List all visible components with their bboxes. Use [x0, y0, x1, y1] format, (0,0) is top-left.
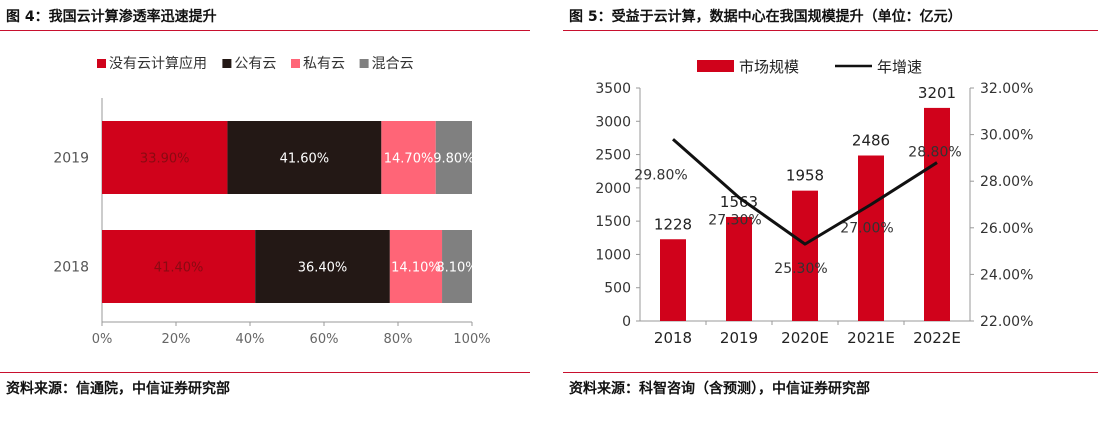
- bar-segment: [381, 121, 436, 194]
- bar-segment: [435, 121, 472, 194]
- bar: [792, 190, 818, 321]
- penetration-chart: 没有云计算应用 公有云 私有云 混合云 0% 20% 40% 60% 80% 100% 2019 33…: [53, 55, 490, 347]
- y-right-tick-label: 22.00%: [980, 314, 1033, 330]
- data-label: 14.70%: [384, 152, 434, 167]
- legend-item: 年增速: [835, 58, 922, 76]
- legend-swatch: [291, 59, 300, 68]
- figure-5-panel: 图 5：受益于云计算，数据中心在我国规模提升（单位：亿元） 市场规模 年增速 0 50…: [563, 0, 1103, 433]
- legend-item: 公有云: [222, 56, 276, 72]
- title-rule: [0, 30, 530, 31]
- y-right-tick-label: 32.00%: [980, 81, 1033, 97]
- y-left-tick-label: 3500: [595, 81, 631, 97]
- data-label: 33.90%: [140, 152, 190, 167]
- bar-value-label: 1563: [720, 193, 758, 211]
- y-left-tick-label: 500: [604, 281, 631, 297]
- bar-value-label: 1958: [786, 167, 824, 185]
- x-tick-label: 20%: [162, 332, 191, 347]
- line-value-label: 25.30%: [774, 261, 827, 277]
- y-category-label: 2019: [53, 151, 89, 167]
- source-rule: [0, 372, 530, 373]
- legend-item: 混合云: [359, 56, 414, 72]
- legend-swatch: [359, 59, 369, 68]
- bar-value-label: 3201: [918, 84, 956, 102]
- data-label: 8.10%: [436, 261, 477, 276]
- x-tick-label: 80%: [384, 332, 413, 347]
- title-rule: [563, 30, 1098, 31]
- data-label: 36.40%: [298, 261, 348, 276]
- bar-value-label: 2486: [852, 132, 890, 150]
- y-left-tick-label: 2000: [595, 181, 631, 197]
- legend-label: 公有云: [234, 56, 276, 72]
- data-label: 9.80%: [433, 152, 474, 167]
- legend-label: 没有云计算应用: [109, 55, 207, 72]
- y-right-tick-label: 24.00%: [980, 267, 1033, 283]
- x-tick-label: 2022E: [913, 329, 961, 347]
- bar-segment: [102, 121, 228, 194]
- legend-label: 市场规模: [739, 58, 799, 76]
- bar: [660, 239, 686, 321]
- legend-item: 私有云: [291, 56, 345, 72]
- y-left-tick-label: 1500: [595, 214, 631, 230]
- bar-segment: [255, 230, 390, 303]
- legend-item: 没有云计算应用: [97, 55, 207, 72]
- figure-5-source: 资料来源：科智咨询（含预测），中信证券研究部: [569, 381, 870, 397]
- figure-4-panel: 图 4：我国云计算渗透率迅速提升 没有云计算应用 公有云 私有云 混合云 0% 20% 40…: [0, 0, 540, 433]
- figure-4-source: 资料来源：信通院，中信证券研究部: [6, 381, 230, 397]
- legend-label: 混合云: [372, 56, 414, 72]
- y-left-tick-label: 3000: [595, 114, 631, 130]
- data-label: 14.10%: [391, 261, 441, 276]
- legend-swatch: [697, 60, 734, 72]
- data-label: 41.60%: [280, 152, 330, 167]
- y-left-tick-label: 2500: [595, 148, 631, 164]
- line-value-label: 27.00%: [840, 221, 893, 237]
- growth-line: [672, 138, 938, 246]
- x-tick-label: 100%: [453, 332, 490, 347]
- x-tick-label: 2018: [654, 329, 692, 347]
- legend-item: 市场规模: [697, 58, 799, 76]
- bar-value-label: 1228: [654, 215, 692, 233]
- legend-label: 私有云: [303, 56, 345, 72]
- y-right-tick-label: 28.00%: [980, 174, 1033, 190]
- line-value-label: 29.80%: [634, 167, 687, 183]
- bar-segment: [389, 230, 443, 303]
- bar-segment: [442, 230, 472, 303]
- x-tick-label: 40%: [236, 332, 265, 347]
- legend-swatch: [222, 59, 232, 68]
- bar: [924, 107, 950, 322]
- x-tick-label: 60%: [310, 332, 339, 347]
- x-tick-label: 0%: [92, 332, 113, 347]
- figure-4-title: 图 4：我国云计算渗透率迅速提升: [6, 9, 217, 25]
- y-category-label: 2018: [53, 260, 89, 276]
- legend-label: 年增速: [877, 58, 922, 76]
- data-label: 41.40%: [154, 261, 204, 276]
- line-value-label: 28.80%: [908, 145, 961, 161]
- datacenter-market-chart: 市场规模 年增速 0 500 1000 1500 2000 2500 3000 3500 22.00…: [595, 58, 1033, 347]
- x-tick-label: 2021E: [847, 329, 895, 347]
- bar: [726, 216, 752, 321]
- y-right-tick-label: 26.00%: [980, 221, 1033, 237]
- bar: [858, 155, 884, 321]
- bar-segment: [102, 230, 256, 303]
- bar-segment: [227, 121, 382, 194]
- figure-5-title: 图 5：受益于云计算，数据中心在我国规模提升（单位：亿元）: [569, 9, 962, 25]
- source-rule: [563, 372, 1098, 373]
- y-right-tick-label: 30.00%: [980, 128, 1033, 144]
- x-tick-label: 2020E: [781, 329, 829, 347]
- legend-swatch: [97, 59, 106, 68]
- y-left-tick-label: 0: [622, 314, 631, 330]
- line-value-label: 27.30%: [708, 213, 761, 229]
- y-left-tick-label: 1000: [595, 247, 631, 263]
- x-tick-label: 2019: [720, 329, 758, 347]
